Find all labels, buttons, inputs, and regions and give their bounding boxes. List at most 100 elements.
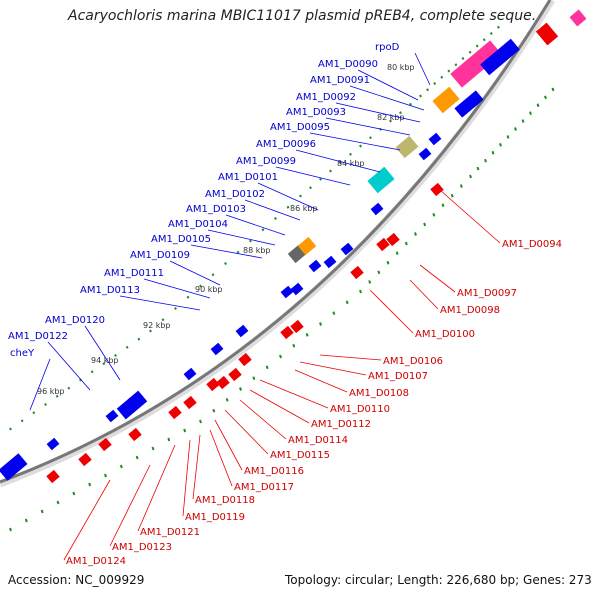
gc-tick-inner [102,362,106,366]
gene-reverse [168,405,182,420]
tick-layer: 80 kbp 82 kbp 84 kbp 86 kbp 88 kbp 90 kbp 92 k… [37,63,415,396]
gene-reverse [128,427,142,442]
gc-tick-outer [529,111,532,115]
gene-label-forward: AM1_D0120 [45,315,105,326]
gc-tick-inner [409,102,412,106]
gc-tick-outer [514,127,517,131]
gc-tick-inner [489,32,493,35]
gc-tick-outer [24,518,28,523]
gene-label-forward: AM1_D0101 [218,172,278,183]
gene-label-forward: AM1_D0090 [318,59,378,70]
gc-tick-inner [249,239,252,243]
scale-tick-label: 84 kbp [337,159,365,168]
gene-reverse [350,265,364,280]
gene-reverse [216,375,230,390]
gene-orange [432,86,460,114]
gene-pink [569,9,587,27]
map-title: Acaryochloris marina MBIC11017 plasmid p… [68,8,546,24]
gc-tick-outer [151,446,155,451]
gc-tick-outer [491,150,495,155]
gc-tick-outer [368,280,372,284]
gc-tick-outer [135,455,139,460]
gene-label-reverse: AM1_D0107 [368,371,428,382]
gc-tick-inner [137,337,141,341]
leader-line-forward [119,295,201,311]
gc-tick-outer [104,473,107,478]
leader-line-forward [190,244,263,259]
gc-tick-outer [544,95,547,100]
gene-rpoD [450,40,502,88]
gc-tick-inner [447,69,451,73]
gc-tick-outer [332,311,336,315]
gene-reverse [78,452,92,467]
gene-orange [297,236,317,256]
gc-tick-inner [426,88,429,92]
gc-tick-inner [497,25,500,29]
gc-tick-inner [349,152,352,156]
gc-tick-inner [299,194,302,198]
gc-tick-outer [476,166,480,171]
gene-label-forward: cheY [10,348,35,359]
scale-tick-label: 86 kbp [290,204,318,213]
gc-tick-inner [468,50,472,54]
gc-tick-inner [399,111,402,115]
gene-forward [105,409,119,423]
gene-reverse [238,352,252,367]
leader-line-forward [309,132,401,151]
leader-line-forward [325,117,411,136]
gc-tick-outer [386,260,390,265]
gc-tick-outer [167,437,171,442]
leader-line-reverse [109,464,151,547]
gc-tick-outer [225,398,229,402]
scale-tick-label: 88 kbp [243,246,271,255]
gc-tick-inner [67,386,71,390]
gc-tick-outer [88,482,92,487]
gene-label-reverse: AM1_D0114 [288,435,348,446]
scale-tick-label: 94 kbp [91,356,119,365]
scale-tick-label: 96 kbp [37,387,65,396]
leader-line-forward [275,166,351,186]
gc-tick-inner [319,177,322,181]
topology-summary: Topology: circular; Length: 226,680 bp; … [285,573,592,587]
gene-reverse [280,325,294,340]
gc-tick-outer [252,376,256,380]
gene-reverse [430,182,444,197]
gc-tick-inner [90,370,94,374]
gc-tick-inner [454,63,458,67]
gene-reverse [183,395,197,410]
leader-line-reverse [192,434,201,500]
leader-line-reverse [299,361,367,376]
gc-tick-outer [183,428,187,433]
leader-line-forward [84,325,121,381]
gene-label-reverse: AM1_D0097 [457,288,517,299]
gene-label-reverse: AM1_D0123 [112,542,172,553]
gene-label-forward: AM1_D0105 [151,234,211,245]
gene-label-reverse: AM1_D0108 [349,388,409,399]
accession-text: Accession: NC_009929 [8,573,145,587]
gc-tick-outer [345,300,349,305]
gene-label-reverse: AM1_D0118 [195,495,255,506]
gene-label-forward: AM1_D0091 [310,75,370,86]
gene-reverse [206,377,220,392]
gene-label-forward: AM1_D0104 [168,219,228,230]
gene-label-forward: AM1_D0095 [270,122,330,133]
gene-reverse [46,469,60,484]
feature-layer [0,9,587,484]
gene-label-reverse: AM1_D0110 [330,404,390,415]
gene-label-reverse: AM1_D0121 [140,527,200,538]
gc-tick-inner [261,228,265,232]
gc-tick-inner [440,75,444,79]
gene-label-reverse: AM1_D0098 [440,305,500,316]
gene-label-reverse: AM1_D0115 [270,450,330,461]
gc-tick-outer [459,184,463,188]
leader-line-reverse [137,444,176,532]
gene-label-forward: AM1_D0111 [104,268,164,279]
gc-tick-outer [450,193,454,198]
gene-forward [480,38,520,76]
gene-forward [340,242,354,256]
gc-skew-layer [9,25,555,532]
gc-tick-outer [432,213,436,217]
gc-tick-outer [9,527,12,532]
leader-line-forward [257,182,319,211]
gene-forward [454,90,484,118]
